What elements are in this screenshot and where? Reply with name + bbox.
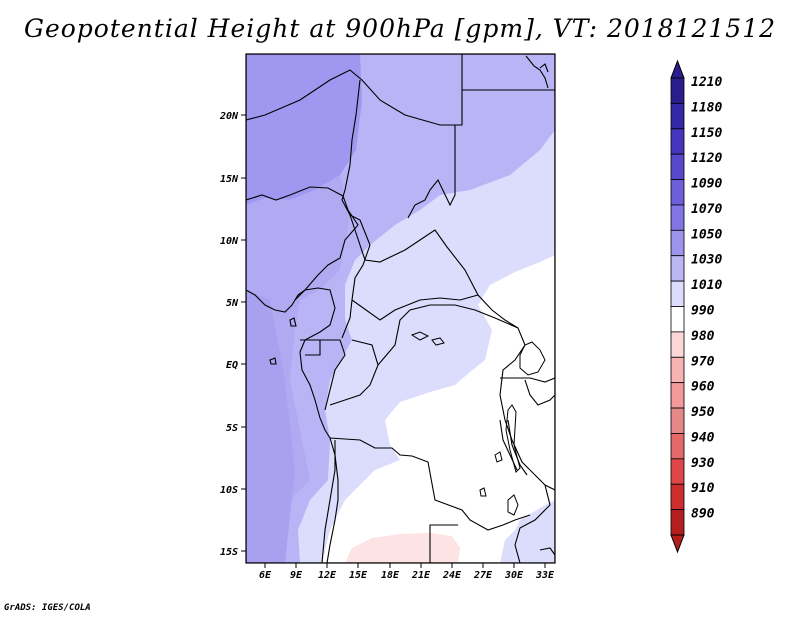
lon-label: 15E	[349, 570, 368, 581]
lon-label: 9E	[290, 570, 303, 581]
colorbar-swatch	[670, 204, 685, 231]
colorbar-swatch	[670, 407, 685, 434]
colorbar-label: 1120	[691, 151, 722, 166]
grads-credit: GrADS: IGES/COLA	[4, 603, 91, 613]
colorbar-label: 940	[691, 430, 715, 445]
colorbar-swatch	[670, 356, 685, 384]
field-980-990	[345, 533, 460, 563]
colorbar-label: 1030	[691, 253, 722, 268]
lat-label: EQ	[226, 360, 238, 371]
colorbar-swatch	[670, 255, 685, 282]
field-1050-1070-west-strip	[246, 290, 295, 563]
colorbar-swatch	[670, 77, 685, 104]
colorbar-swatch	[670, 382, 685, 409]
lon-label: 18E	[381, 570, 400, 581]
geopotential-map	[246, 54, 555, 563]
colorbar-label: 990	[691, 304, 715, 319]
lat-label: 15N	[220, 174, 239, 185]
lakes	[410, 331, 546, 516]
colorbar-swatch	[670, 179, 685, 206]
colorbar-label: 980	[691, 329, 715, 344]
colorbar-label: 910	[691, 481, 715, 496]
colorbar-swatch	[670, 128, 685, 155]
map-title: Geopotential Height at 900hPa [gpm], VT:…	[23, 14, 777, 43]
colorbar-swatch	[670, 331, 685, 358]
colorbar-label: 1070	[691, 202, 722, 217]
coastline	[246, 55, 549, 563]
lon-label: 6E	[259, 570, 272, 581]
colorbar-label: 1050	[691, 227, 722, 242]
colorbar-swatch	[670, 509, 685, 536]
field-990-1010	[322, 255, 555, 563]
colorbar-label: 1210	[691, 75, 722, 90]
colorbar-swatch	[670, 433, 685, 460]
lon-axis: 6E 9E 12E 15E 18E 21E 24E 27E 30E 33E	[259, 563, 555, 581]
colorbar-label: 960	[691, 380, 715, 395]
colorbar-top-arrow	[670, 59, 685, 79]
lon-label: 24E	[442, 570, 462, 581]
colorbar: 1210 1180 1150 1120 1090 1070 1050 1030 1010 990 9…	[670, 59, 722, 554]
colorbar-label: 970	[691, 354, 715, 369]
colorbar-swatch	[670, 153, 685, 180]
lon-label: 21E	[411, 570, 431, 581]
lon-label: 27E	[473, 570, 493, 581]
field-1010-1030-se	[500, 513, 555, 563]
lon-label: 33E	[535, 570, 555, 581]
colorbar-label: 890	[691, 507, 715, 522]
colorbar-swatch	[670, 458, 685, 485]
colorbar-label: 1010	[691, 278, 722, 293]
colorbar-swatch	[670, 306, 685, 333]
country-borders	[246, 54, 555, 563]
field-1050-1070	[246, 54, 362, 205]
colorbar-swatch	[670, 280, 685, 307]
lat-label: 10S	[220, 485, 238, 496]
lat-label: 5N	[226, 298, 239, 309]
lat-label: 5S	[226, 423, 238, 434]
lat-label: 15S	[220, 547, 238, 558]
lat-label: 10N	[220, 236, 239, 247]
lat-axis: 20N 15N 10N 5N EQ 5S 10S 15S	[219, 111, 246, 558]
colorbar-label: 1090	[691, 177, 722, 192]
colorbar-swatch	[670, 229, 685, 257]
colorbar-label: 930	[691, 456, 715, 471]
lon-label: 30E	[504, 570, 524, 581]
colorbar-swatch	[670, 102, 685, 130]
colorbar-swatch	[670, 483, 685, 511]
lon-label: 12E	[318, 570, 337, 581]
colorbar-label: 1150	[691, 126, 722, 141]
lat-label: 20N	[219, 111, 239, 122]
colorbar-bottom-arrow	[670, 534, 685, 554]
colorbar-label: 1180	[691, 100, 722, 115]
colorbar-label: 950	[691, 405, 715, 420]
